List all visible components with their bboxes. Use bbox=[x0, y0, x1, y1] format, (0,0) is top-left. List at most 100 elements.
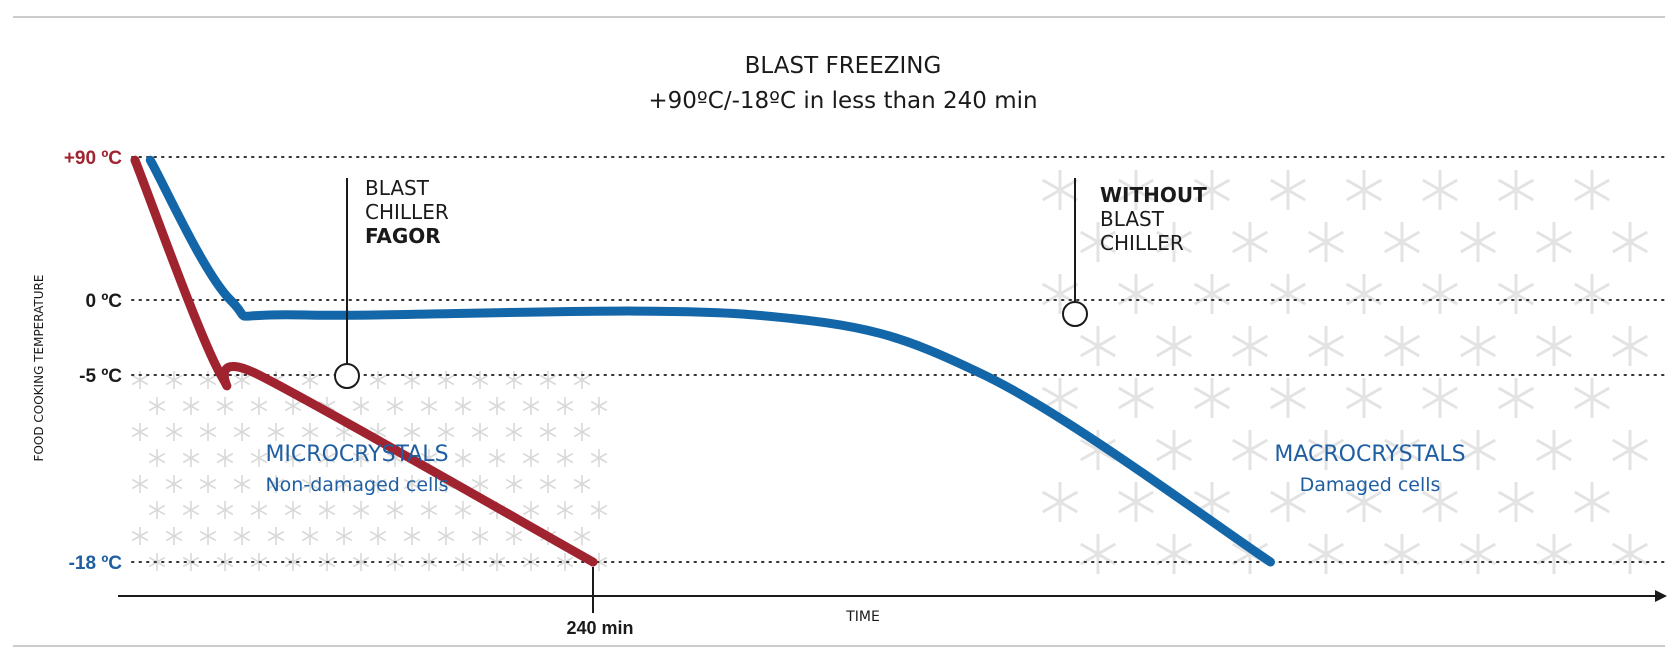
microcrystal-flake bbox=[165, 474, 183, 494]
microcrystal-flake bbox=[148, 448, 166, 468]
microcrystal-flake bbox=[437, 526, 455, 546]
microcrystal-flake bbox=[131, 474, 149, 494]
macrocrystals-title: MACROCRYSTALS bbox=[1274, 442, 1465, 467]
macrocrystal-flake bbox=[1079, 324, 1117, 368]
y-axis-ticks: +90 ºC 0 ºC -5 ºC -18 ºC bbox=[64, 148, 122, 574]
microcrystal-flake bbox=[318, 500, 336, 520]
macrocrystal-flake bbox=[1041, 168, 1079, 212]
microcrystal-flake bbox=[590, 396, 608, 416]
macrocrystal-flake bbox=[1611, 532, 1649, 576]
macrocrystal-flake bbox=[1611, 220, 1649, 264]
microcrystal-flake bbox=[182, 448, 200, 468]
macrocrystal-flake bbox=[1459, 428, 1497, 472]
microcrystal-flake bbox=[250, 396, 268, 416]
macrocrystal-flake bbox=[1383, 220, 1421, 264]
microcrystal-flake bbox=[216, 448, 234, 468]
y-tick-label: +90 ºC bbox=[64, 148, 122, 169]
microcrystal-flake bbox=[488, 448, 506, 468]
series-line-fagor bbox=[130, 155, 598, 567]
macrocrystal-flake bbox=[1117, 272, 1155, 316]
microcrystal-flake bbox=[233, 526, 251, 546]
x-axis-arrow bbox=[1655, 590, 1667, 602]
microcrystal-flake bbox=[573, 526, 591, 546]
macrocrystal-flake bbox=[1231, 324, 1269, 368]
microcrystal-flake bbox=[267, 526, 285, 546]
microcrystal-flake bbox=[403, 526, 421, 546]
macrocrystal-flake bbox=[1535, 532, 1573, 576]
microcrystal-texture bbox=[131, 370, 608, 572]
microcrystal-flake bbox=[505, 370, 523, 390]
microcrystal-flake bbox=[131, 526, 149, 546]
y-axis-label: FOOD COOKING TEMPERATURE bbox=[32, 275, 46, 462]
microcrystals-title: MICROCRYSTALS bbox=[265, 442, 448, 467]
macrocrystal-flake bbox=[1573, 376, 1611, 420]
macrocrystal-flake bbox=[1383, 324, 1421, 368]
microcrystal-flake bbox=[420, 396, 438, 416]
macrocrystal-flake bbox=[1307, 220, 1345, 264]
microcrystal-flake bbox=[505, 474, 523, 494]
y-tick-label: -5 ºC bbox=[79, 366, 122, 387]
macrocrystal-flake bbox=[1573, 168, 1611, 212]
microcrystal-flake bbox=[216, 500, 234, 520]
microcrystal-flake bbox=[148, 396, 166, 416]
macrocrystal-flake bbox=[1497, 480, 1535, 524]
microcrystal-flake bbox=[182, 500, 200, 520]
fagor-annotation-line-2: CHILLER bbox=[365, 200, 449, 224]
microcrystal-flake bbox=[437, 422, 455, 442]
macrocrystal-flake bbox=[1155, 324, 1193, 368]
y-tick-label: -18 ºC bbox=[69, 553, 123, 574]
microcrystal-flake bbox=[369, 526, 387, 546]
macrocrystal-flake bbox=[1079, 532, 1117, 576]
macrocrystal-flake bbox=[1269, 168, 1307, 212]
microcrystal-flake bbox=[233, 474, 251, 494]
macrocrystal-flake bbox=[1535, 428, 1573, 472]
microcrystal-flake bbox=[182, 396, 200, 416]
macrocrystal-flake bbox=[1535, 220, 1573, 264]
microcrystal-flake bbox=[573, 370, 591, 390]
microcrystal-flake bbox=[505, 526, 523, 546]
macrocrystal-flake bbox=[1497, 272, 1535, 316]
without-annotation-line-1: BLAST bbox=[1100, 207, 1165, 231]
fagor-annotation-brand: FAGOR bbox=[365, 224, 441, 248]
macrocrystal-flake bbox=[1269, 272, 1307, 316]
macrocrystal-flake bbox=[1117, 376, 1155, 420]
macrocrystal-flake bbox=[1573, 480, 1611, 524]
macrocrystal-flake bbox=[1307, 532, 1345, 576]
microcrystal-flake bbox=[454, 500, 472, 520]
fagor-marker bbox=[334, 363, 360, 389]
macrocrystal-flake bbox=[1345, 168, 1383, 212]
fagor-annotation-line-1: BLAST bbox=[365, 176, 430, 200]
macrocrystal-flake bbox=[1307, 324, 1345, 368]
microcrystal-flake bbox=[471, 370, 489, 390]
without-marker bbox=[1062, 301, 1088, 327]
microcrystal-flake bbox=[250, 500, 268, 520]
macrocrystal-flake bbox=[1421, 272, 1459, 316]
macrocrystal-flake bbox=[1421, 376, 1459, 420]
microcrystal-flake bbox=[335, 526, 353, 546]
series-line-without bbox=[145, 155, 1275, 567]
macrocrystal-flake bbox=[1611, 428, 1649, 472]
microcrystal-flake bbox=[199, 370, 217, 390]
microcrystal-flake bbox=[233, 422, 251, 442]
x-axis-label: TIME bbox=[845, 609, 880, 625]
macrocrystal-flake bbox=[1117, 480, 1155, 524]
microcrystal-flake bbox=[301, 422, 319, 442]
microcrystal-flake bbox=[488, 396, 506, 416]
macrocrystal-flake bbox=[1611, 324, 1649, 368]
macrocrystal-flake bbox=[1041, 480, 1079, 524]
macrocrystal-flake bbox=[1345, 376, 1383, 420]
microcrystal-flake bbox=[148, 500, 166, 520]
without-annotation-title: WITHOUT bbox=[1100, 183, 1207, 207]
macrocrystal-flake bbox=[1535, 324, 1573, 368]
microcrystal-flake bbox=[556, 448, 574, 468]
microcrystal-flake bbox=[522, 396, 540, 416]
series-layer bbox=[130, 155, 1275, 567]
microcrystal-flake bbox=[556, 500, 574, 520]
microcrystal-flake bbox=[369, 370, 387, 390]
macrocrystal-flake bbox=[1497, 168, 1535, 212]
microcrystal-flake bbox=[386, 500, 404, 520]
microcrystal-flake bbox=[573, 474, 591, 494]
microcrystal-flake bbox=[165, 526, 183, 546]
microcrystal-flake bbox=[590, 500, 608, 520]
microcrystal-flake bbox=[522, 448, 540, 468]
